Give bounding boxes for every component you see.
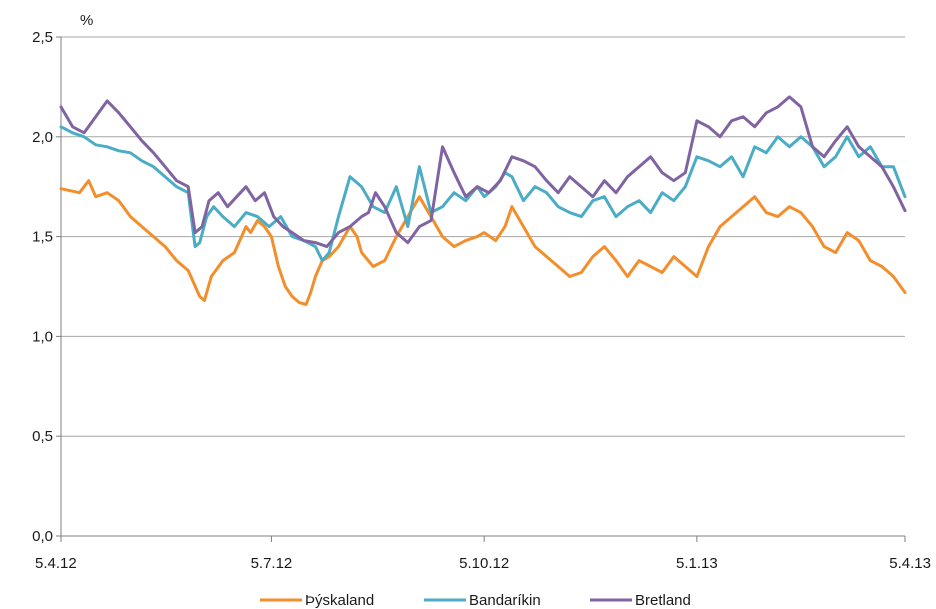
legend-label: Bandaríkin bbox=[469, 592, 541, 609]
series-line-0 bbox=[59, 179, 907, 306]
x-tick-label: 5.10.12 bbox=[459, 555, 509, 572]
y-tick-label: 2,0 bbox=[32, 129, 53, 146]
y-tick-label: 1,5 bbox=[32, 229, 53, 246]
x-tick-label: 5.1.13 bbox=[676, 555, 718, 572]
legend-label: Þýskaland bbox=[305, 592, 374, 609]
y-tick-label: 1,0 bbox=[32, 328, 53, 345]
series-line-1 bbox=[59, 125, 907, 263]
y-tick-labels: 0,0 0,5 1,0 1,5 2,0 2,5 bbox=[32, 29, 53, 545]
x-tick-label: 5.4.13 bbox=[889, 555, 931, 572]
gridlines bbox=[56, 36, 906, 542]
series-line-2 bbox=[59, 95, 907, 249]
series-layer bbox=[59, 95, 907, 306]
x-tick-label: 5.7.12 bbox=[251, 555, 293, 572]
y-tick-label: 0,0 bbox=[32, 528, 53, 545]
legend-label: Bretland bbox=[635, 592, 691, 609]
x-tick-label: 5.4.12 bbox=[35, 555, 77, 572]
y-tick-label: 2,5 bbox=[32, 29, 53, 46]
y-axis-unit-label: % bbox=[80, 12, 93, 29]
y-tick-label: 0,5 bbox=[32, 428, 53, 445]
legend: Þýskaland Bandaríkin Bretland bbox=[260, 592, 691, 609]
x-tick-labels: 5.4.12 5.7.12 5.10.12 5.1.13 5.4.13 bbox=[35, 555, 931, 572]
